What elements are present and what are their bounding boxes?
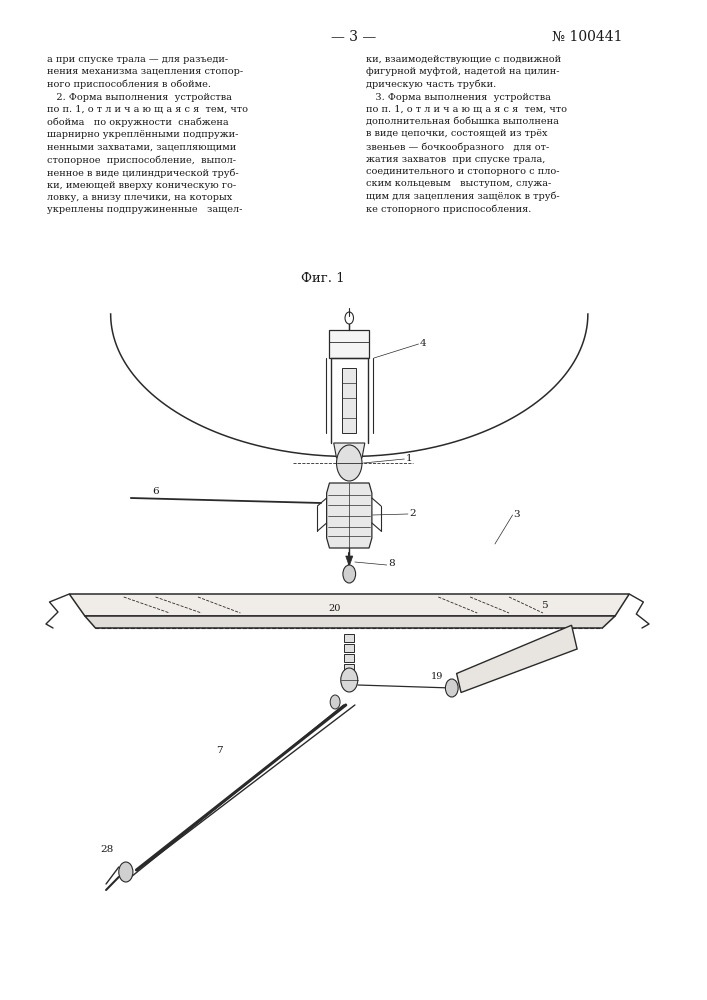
Circle shape bbox=[445, 679, 458, 697]
Polygon shape bbox=[346, 556, 353, 566]
Text: 20: 20 bbox=[328, 604, 341, 612]
Bar bbox=[344, 654, 354, 662]
Text: а при спуске трала — для разъеди-
нения механизма зацепления стопор-
ного приспо: а при спуске трала — для разъеди- нения … bbox=[47, 55, 247, 214]
Circle shape bbox=[341, 668, 358, 692]
Text: 5: 5 bbox=[541, 600, 548, 610]
Text: 28: 28 bbox=[100, 845, 113, 854]
Polygon shape bbox=[69, 594, 629, 616]
Text: Фиг. 1: Фиг. 1 bbox=[301, 271, 345, 284]
Text: ки, взаимодействующие с подвижной
фигурной муфтой, надетой на цилин-
дрическую ч: ки, взаимодействующие с подвижной фигурн… bbox=[366, 55, 567, 214]
Text: 6: 6 bbox=[152, 487, 159, 496]
Circle shape bbox=[343, 565, 356, 583]
Text: 2: 2 bbox=[409, 509, 416, 518]
Bar bbox=[344, 644, 354, 652]
Polygon shape bbox=[327, 483, 372, 548]
Text: 3: 3 bbox=[513, 510, 520, 519]
Circle shape bbox=[337, 445, 362, 481]
Circle shape bbox=[119, 862, 133, 882]
Bar bbox=[342, 368, 356, 433]
Bar bbox=[344, 634, 354, 642]
Bar bbox=[329, 330, 369, 358]
Text: № 100441: № 100441 bbox=[551, 30, 622, 44]
Text: — 3 —: — 3 — bbox=[331, 30, 376, 44]
Text: 4: 4 bbox=[420, 338, 426, 348]
Polygon shape bbox=[334, 443, 365, 458]
Text: 8: 8 bbox=[388, 560, 395, 568]
Text: 1: 1 bbox=[406, 454, 412, 463]
Text: 19: 19 bbox=[431, 672, 443, 681]
Polygon shape bbox=[457, 625, 577, 692]
Circle shape bbox=[330, 695, 340, 709]
Text: 7: 7 bbox=[216, 746, 223, 755]
Polygon shape bbox=[85, 616, 615, 628]
Bar bbox=[344, 664, 354, 672]
